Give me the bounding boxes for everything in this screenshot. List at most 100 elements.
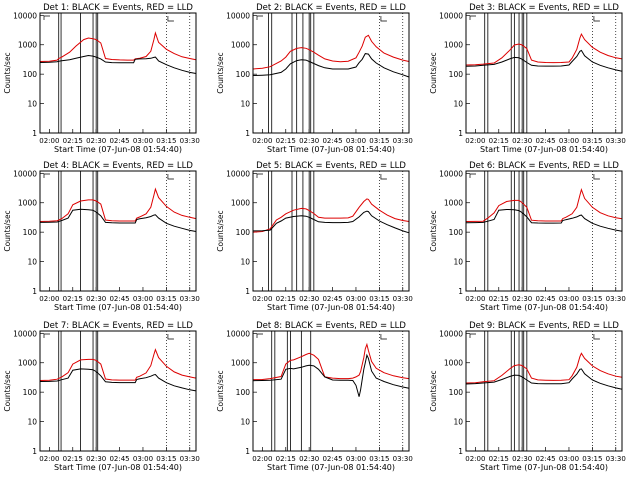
x-tick-label: 02:00	[465, 455, 485, 463]
y-tick-label: 100	[236, 388, 251, 397]
x-tick-label: 03:30	[393, 455, 413, 463]
x-tick-label: 02:15	[63, 455, 83, 463]
y-tick-label: 10	[240, 100, 250, 109]
y-tick-label: 1	[458, 129, 463, 138]
x-tick-label: 02:15	[276, 137, 296, 145]
y-tick-label: 10	[453, 418, 463, 427]
x-tick-label: 03:30	[180, 295, 200, 303]
panel-title: Det 1: BLACK = Events, RED = LLD	[43, 3, 193, 13]
y-tick-label: 100	[23, 70, 38, 79]
time-interval-box	[58, 170, 62, 292]
y-tick-label: 1000	[18, 199, 37, 208]
y-tick-label: 1	[32, 447, 37, 456]
time-interval-box	[523, 12, 528, 134]
x-tick-label: 02:45	[535, 295, 555, 303]
plot-frame	[252, 170, 410, 292]
y-tick-label: 100	[23, 228, 38, 237]
y-axis-label: Counts/sec	[3, 370, 12, 411]
y-axis-label: Counts/sec	[216, 52, 225, 93]
plot-frame	[465, 12, 623, 134]
panel-title: Det 3: BLACK = Events, RED = LLD	[469, 3, 619, 13]
x-tick-label: 03:15	[369, 295, 389, 303]
y-tick-label: 100	[449, 388, 464, 397]
panel-1: Det 1: BLACK = Events, RED = LLD 1 10 100 10…	[3, 3, 200, 154]
y-axis-label: Counts/sec	[429, 370, 438, 411]
corner-marker	[380, 334, 387, 340]
x-tick-label: 02:45	[322, 455, 342, 463]
x-tick-label: 03:15	[156, 137, 176, 145]
y-tick-label: 1	[458, 447, 463, 456]
y-tick-label: 1000	[231, 199, 250, 208]
time-interval-box	[286, 330, 291, 452]
x-tick-label: 02:30	[512, 455, 532, 463]
events-series-line	[39, 368, 197, 392]
plot-frame	[465, 330, 623, 452]
x-tick-label: 03:00	[133, 295, 153, 303]
time-interval-box	[300, 330, 312, 452]
time-interval-box	[80, 12, 94, 134]
x-tick-label: 03:15	[582, 295, 602, 303]
panel-6: Det 6: BLACK = Events, RED = LLD 1 10 100 10…	[429, 161, 626, 312]
x-tick-label: 03:30	[180, 137, 200, 145]
y-tick-label: 10000	[439, 169, 463, 178]
events-series-line	[252, 210, 410, 234]
corner-marker	[256, 173, 263, 178]
events-series-line	[465, 49, 623, 72]
events-series-line	[465, 368, 623, 390]
x-tick-label: 03:00	[346, 455, 366, 463]
corner-marker	[593, 174, 600, 180]
lld-series-line	[252, 34, 410, 70]
x-tick-label: 03:00	[559, 137, 579, 145]
y-tick-label: 10	[240, 258, 250, 267]
y-tick-label: 10000	[226, 329, 250, 338]
panel-2: Det 2: BLACK = Events, RED = LLD 1 10 100 10…	[216, 3, 413, 154]
corner-marker	[380, 16, 387, 22]
corner-marker	[167, 16, 174, 22]
time-interval-box	[310, 12, 315, 134]
y-tick-label: 100	[23, 388, 38, 397]
y-tick-label: 10000	[439, 329, 463, 338]
x-tick-label: 02:15	[276, 455, 296, 463]
corner-marker	[167, 174, 174, 180]
x-tick-label: 02:30	[512, 137, 532, 145]
corner-marker	[593, 334, 600, 340]
time-interval-box	[80, 330, 94, 452]
x-tick-label: 02:45	[535, 137, 555, 145]
lld-series-line	[39, 187, 197, 222]
lld-series-line	[39, 348, 197, 381]
x-tick-label: 03:15	[369, 455, 389, 463]
y-tick-label: 10	[240, 418, 250, 427]
corner-marker	[43, 15, 50, 20]
time-interval-box	[95, 170, 99, 292]
y-tick-label: 10	[453, 258, 463, 267]
events-series-line	[252, 353, 410, 397]
lld-series-line	[252, 198, 410, 233]
y-tick-label: 100	[449, 70, 464, 79]
panel-title: Det 7: BLACK = Events, RED = LLD	[43, 321, 193, 331]
x-tick-label: 02:45	[109, 137, 129, 145]
x-axis-label: Start Time (07-Jun-08 01:54:40)	[54, 145, 182, 154]
y-tick-label: 1000	[444, 359, 463, 368]
y-tick-label: 10	[27, 418, 37, 427]
x-tick-label: 03:00	[559, 295, 579, 303]
corner-marker	[469, 173, 476, 178]
y-axis-label: Counts/sec	[216, 370, 225, 411]
lld-series-line	[39, 31, 197, 62]
x-tick-label: 03:15	[156, 455, 176, 463]
x-tick-label: 03:30	[606, 137, 626, 145]
x-tick-label: 02:00	[252, 295, 272, 303]
corner-marker	[167, 334, 174, 340]
x-axis-label: Start Time (07-Jun-08 01:54:40)	[480, 303, 608, 312]
time-interval-box	[271, 330, 276, 452]
x-tick-label: 02:45	[109, 455, 129, 463]
x-tick-label: 02:45	[322, 295, 342, 303]
y-tick-label: 1000	[444, 41, 463, 50]
y-tick-label: 10	[27, 100, 37, 109]
panel-9: Det 9: BLACK = Events, RED = LLD 1 10 100 10…	[429, 321, 626, 472]
y-tick-label: 100	[236, 228, 251, 237]
lld-series-line	[252, 342, 410, 381]
panel-8: Det 8: BLACK = Events, RED = LLD 1 10 100 10…	[216, 321, 413, 472]
time-interval-box	[484, 12, 489, 134]
plot-frame	[252, 330, 410, 452]
y-tick-label: 1000	[18, 41, 37, 50]
